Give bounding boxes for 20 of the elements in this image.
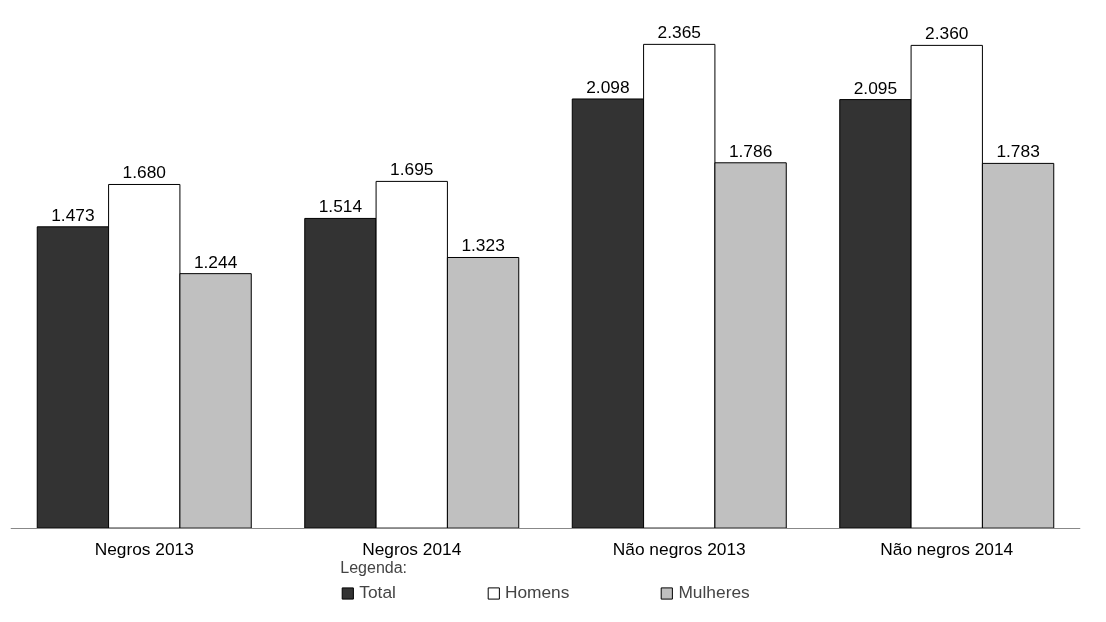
data-label: 1.786: [728, 140, 773, 161]
legend-label: Total: [359, 582, 396, 603]
data-label: 2.098: [586, 76, 630, 97]
data-label: 1.514: [318, 196, 363, 217]
x-tick-label: Negros 2013: [94, 539, 194, 560]
legend-label: Mulheres: [678, 582, 750, 603]
data-label: 1.680: [122, 162, 166, 183]
x-tick-label: Não negros 2014: [880, 539, 1014, 560]
data-label: 1.473: [51, 204, 95, 225]
data-label: 1.783: [996, 141, 1040, 162]
data-label: 1.695: [390, 159, 434, 180]
legend-label: Homens: [504, 582, 570, 603]
x-tick-label: Não negros 2013: [612, 539, 746, 560]
legend-title: Legenda:: [340, 559, 408, 577]
data-label: 1.244: [193, 251, 238, 272]
data-label: 1.323: [461, 235, 505, 256]
data-label: 2.360: [925, 23, 969, 44]
x-tick-label: Negros 2014: [362, 539, 462, 560]
data-label: 2.095: [853, 77, 898, 98]
data-label: 2.365: [657, 22, 701, 43]
